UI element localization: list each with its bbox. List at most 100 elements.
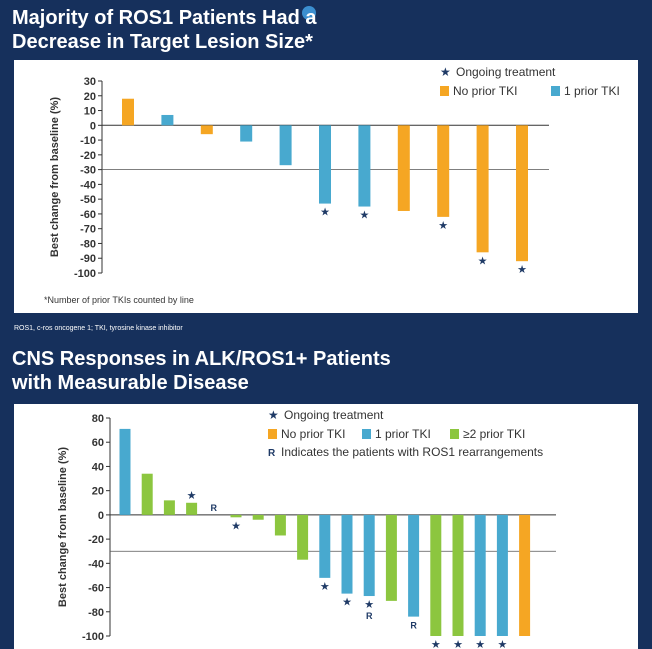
top-legend-label: 1 prior TKI (564, 84, 620, 98)
bottom-y-tick-label: 80 (92, 413, 104, 425)
bottom-legend-swatch (362, 429, 371, 439)
top-title-line2: Decrease in Target Lesion Size* (12, 31, 313, 53)
bottom-bar (319, 514, 331, 578)
bottom-bar (474, 514, 486, 636)
bottom-bar (230, 514, 242, 518)
bottom-y-tick-label: -80 (88, 607, 104, 619)
top-y-tick-label: 30 (84, 76, 96, 88)
bottom-chart-title: CNS Responses in ALK/ROS1+ Patients with … (12, 347, 391, 395)
bottom-ros1-marker: R (366, 611, 373, 621)
bottom-bar (385, 514, 397, 601)
top-bar (397, 125, 410, 211)
bottom-ongoing-star: ★ (497, 638, 507, 649)
top-ongoing-star: ★ (478, 254, 488, 267)
watermark-logo (302, 6, 316, 20)
bottom-legend-swatch (450, 429, 459, 439)
top-legend-swatch (551, 86, 560, 96)
bottom-y-tick-label: -60 (88, 583, 104, 595)
bottom-legend-star: ★ (268, 408, 279, 422)
bottom-ongoing-star: ★ (320, 580, 330, 593)
bottom-ongoing-star: ★ (187, 489, 197, 502)
bottom-bar (430, 514, 442, 636)
bottom-y-tick-label: -100 (82, 631, 104, 643)
bottom-legend-r-marker: R (268, 448, 276, 459)
top-bar (240, 125, 253, 142)
bottom-legend-label: 1 prior TKI (375, 427, 431, 441)
bottom-legend-label: ≥2 prior TKI (463, 427, 525, 441)
bottom-ongoing-star: ★ (475, 638, 485, 649)
top-y-tick-label: -80 (80, 238, 96, 250)
top-y-tick-label: -30 (80, 165, 96, 177)
top-legend-star: ★ (440, 65, 451, 79)
bottom-y-tick-label: -20 (88, 534, 104, 546)
bottom-bar (519, 514, 531, 636)
bottom-bar (186, 502, 198, 515)
top-y-tick-label: -40 (80, 179, 96, 191)
bottom-bar (496, 514, 508, 636)
top-legend-ongoing-label: Ongoing treatment (456, 65, 556, 79)
top-title-line1: Majority of ROS1 Patients Had a (12, 7, 317, 29)
bottom-ongoing-star: ★ (231, 519, 241, 532)
abbreviations-note: ROS1, c-ros oncogene 1; TKI, tyrosine ki… (14, 325, 183, 332)
bottom-ongoing-star: ★ (342, 596, 352, 609)
bottom-bar (297, 514, 309, 560)
top-bar (319, 125, 331, 204)
top-bar (437, 125, 450, 217)
top-y-axis-label: Best change from baseline (%) (49, 97, 61, 257)
top-footnote: *Number of prior TKIs counted by line (44, 295, 194, 305)
bottom-chart-svg: 80 60 40 20 0 -20 -40 -60 -80 -100 Best change fro… (57, 408, 556, 649)
top-ongoing-star: ★ (359, 209, 369, 222)
bottom-y-tick-label: 40 (92, 461, 104, 473)
bottom-ongoing-star: ★ (453, 638, 463, 649)
bottom-bar (274, 514, 286, 536)
top-y-tick-label: 0 (90, 120, 96, 132)
bottom-title-line1: CNS Responses in ALK/ROS1+ Patients (12, 348, 391, 370)
bottom-y-axis-label: Best change from baseline (%) (57, 447, 69, 607)
top-bar (516, 125, 528, 262)
bottom-legend-ongoing-label: Ongoing treatment (284, 408, 384, 422)
top-y-tick-label: -60 (80, 209, 96, 221)
top-y-tick-label: -90 (80, 253, 96, 265)
top-ongoing-star: ★ (320, 206, 330, 219)
bottom-ros1-marker: R (410, 621, 417, 631)
bottom-ongoing-star: ★ (431, 638, 441, 649)
bottom-bar (163, 500, 175, 515)
top-legend-swatch (440, 86, 449, 96)
bottom-bar (341, 514, 353, 594)
top-y-tick-label: 10 (84, 106, 96, 118)
top-y-tick-label: -100 (74, 268, 96, 280)
top-bar (358, 125, 371, 207)
bottom-ongoing-star: ★ (364, 598, 374, 611)
bottom-bar (408, 514, 420, 617)
top-legend-label: No prior TKI (453, 84, 517, 98)
top-y-tick-label: -20 (80, 150, 96, 162)
top-bar (200, 125, 213, 135)
top-chart-svg: 30 20 10 0 -10 -20 -30 -40 -50 -60 -70 -80 -90 -100 Be… (44, 65, 620, 305)
top-bar (476, 125, 489, 253)
bottom-y-tick-label: 0 (98, 510, 104, 522)
top-bar (161, 114, 174, 126)
bottom-bar (141, 473, 153, 515)
top-y-tick-label: -70 (80, 224, 96, 236)
bottom-bar (363, 514, 375, 597)
top-y-tick-label: 20 (84, 91, 96, 103)
top-chart-title: Majority of ROS1 Patients Had a Decrease … (12, 6, 317, 54)
bottom-legend-swatch (268, 429, 277, 439)
bottom-y-tick-label: -40 (88, 558, 104, 570)
top-y-tick-label: -50 (80, 194, 96, 206)
bottom-y-tick-label: 20 (92, 486, 104, 498)
bottom-chart-panel: 80 60 40 20 0 -20 -40 -60 -80 -100 Best change fro… (14, 404, 638, 649)
bottom-y-tick-label: 60 (92, 437, 104, 449)
bottom-bar (252, 514, 264, 520)
bottom-ros1-marker: R (211, 503, 218, 513)
top-ongoing-star: ★ (438, 219, 448, 232)
top-y-tick-label: -10 (80, 135, 96, 147)
top-chart-panel: 30 20 10 0 -10 -20 -30 -40 -50 -60 -70 -80 -90 -100 Be… (14, 60, 638, 313)
bottom-bar (452, 514, 464, 636)
top-ongoing-star: ★ (517, 263, 527, 276)
bottom-legend-r-label: Indicates the patients with ROS1 rearran… (281, 445, 543, 459)
top-bar (279, 125, 292, 166)
bottom-title-line2: with Measurable Disease (12, 372, 249, 394)
bottom-legend-label: No prior TKI (281, 427, 345, 441)
bottom-bar (119, 428, 131, 515)
